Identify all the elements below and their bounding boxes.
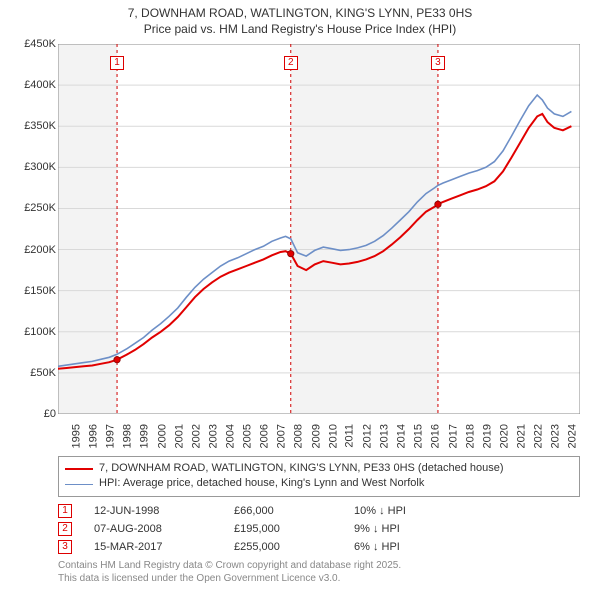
footer-line-2: This data is licensed under the Open Gov… xyxy=(58,573,580,586)
y-tick-label: £450K xyxy=(6,38,56,50)
x-tick-label: 1999 xyxy=(139,424,151,448)
y-tick-label: £200K xyxy=(6,244,56,256)
transaction-price: £66,000 xyxy=(234,505,354,517)
x-tick-label: 2003 xyxy=(207,424,219,448)
x-tick-label: 2010 xyxy=(327,424,339,448)
x-tick-label: 2016 xyxy=(430,424,442,448)
x-tick-label: 2014 xyxy=(396,424,408,448)
x-tick-label: 2005 xyxy=(242,424,254,448)
transaction-row: 1 12-JUN-1998£66,00010% ↓ HPI xyxy=(58,502,580,520)
chart-svg xyxy=(58,44,580,414)
transaction-price: £195,000 xyxy=(234,523,354,535)
transaction-table: 1 12-JUN-1998£66,00010% ↓ HPI 2 07-AUG-2008… xyxy=(58,502,580,556)
x-tick-label: 2012 xyxy=(361,424,373,448)
transaction-row: 3 15-MAR-2017£255,0006% ↓ HPI xyxy=(58,538,580,556)
footer-line-1: Contains HM Land Registry data © Crown c… xyxy=(58,560,580,573)
x-tick-label: 2021 xyxy=(515,424,527,448)
legend-row-hpi: HPI: Average price, detached house, King… xyxy=(65,476,573,491)
y-tick-label: £400K xyxy=(6,79,56,91)
title-line-1: 7, DOWNHAM ROAD, WATLINGTON, KING'S LYNN… xyxy=(0,6,600,22)
transaction-diff: 6% ↓ HPI xyxy=(354,541,494,553)
x-tick-label: 2011 xyxy=(343,424,355,448)
transaction-date: 12-JUN-1998 xyxy=(94,505,234,517)
x-tick-label: 1995 xyxy=(70,424,82,448)
x-tick-label: 2018 xyxy=(464,424,476,448)
chart-plot-area xyxy=(58,44,580,414)
x-tick-label: 2006 xyxy=(259,424,271,448)
legend-label-price: 7, DOWNHAM ROAD, WATLINGTON, KING'S LYNN… xyxy=(99,461,504,476)
x-tick-label: 1996 xyxy=(88,424,100,448)
x-tick-label: 2009 xyxy=(310,424,322,448)
legend-label-hpi: HPI: Average price, detached house, King… xyxy=(99,476,424,491)
x-tick-label: 2013 xyxy=(379,424,391,448)
x-tick-label: 2017 xyxy=(447,424,459,448)
chart-title: 7, DOWNHAM ROAD, WATLINGTON, KING'S LYNN… xyxy=(0,0,600,37)
transaction-date: 07-AUG-2008 xyxy=(94,523,234,535)
x-tick-label: 2008 xyxy=(293,424,305,448)
x-tick-label: 1997 xyxy=(105,424,117,448)
x-tick-label: 2007 xyxy=(276,424,288,448)
x-tick-label: 2000 xyxy=(156,424,168,448)
title-line-2: Price paid vs. HM Land Registry's House … xyxy=(0,22,600,38)
x-tick-label: 2022 xyxy=(533,424,545,448)
transaction-marker: 3 xyxy=(58,540,72,554)
transaction-marker: 1 xyxy=(58,504,72,518)
x-tick-label: 2020 xyxy=(498,424,510,448)
y-tick-label: £300K xyxy=(6,161,56,173)
y-tick-label: £150K xyxy=(6,285,56,297)
y-tick-label: £250K xyxy=(6,202,56,214)
x-tick-label: 1998 xyxy=(122,424,134,448)
transaction-diff: 10% ↓ HPI xyxy=(354,505,494,517)
y-tick-label: £0 xyxy=(6,408,56,420)
x-tick-label: 2001 xyxy=(173,424,185,448)
legend-swatch-price xyxy=(65,468,93,470)
transaction-marker: 2 xyxy=(58,522,72,536)
transaction-date: 15-MAR-2017 xyxy=(94,541,234,553)
transaction-diff: 9% ↓ HPI xyxy=(354,523,494,535)
x-tick-label: 2002 xyxy=(190,424,202,448)
chart-marker: 1 xyxy=(110,56,124,70)
legend-row-price: 7, DOWNHAM ROAD, WATLINGTON, KING'S LYNN… xyxy=(65,461,573,476)
transaction-row: 2 07-AUG-2008£195,0009% ↓ HPI xyxy=(58,520,580,538)
x-tick-label: 2019 xyxy=(481,424,493,448)
footer-attribution: Contains HM Land Registry data © Crown c… xyxy=(58,560,580,585)
x-tick-label: 2015 xyxy=(413,424,425,448)
x-tick-label: 2004 xyxy=(225,424,237,448)
y-tick-label: £100K xyxy=(6,326,56,338)
y-tick-label: £350K xyxy=(6,120,56,132)
x-tick-label: 2023 xyxy=(550,424,562,448)
chart-marker: 2 xyxy=(284,56,298,70)
legend-swatch-hpi xyxy=(65,484,93,485)
y-tick-label: £50K xyxy=(6,367,56,379)
chart-marker: 3 xyxy=(431,56,445,70)
transaction-price: £255,000 xyxy=(234,541,354,553)
legend: 7, DOWNHAM ROAD, WATLINGTON, KING'S LYNN… xyxy=(58,456,580,497)
x-tick-label: 2024 xyxy=(567,424,579,448)
